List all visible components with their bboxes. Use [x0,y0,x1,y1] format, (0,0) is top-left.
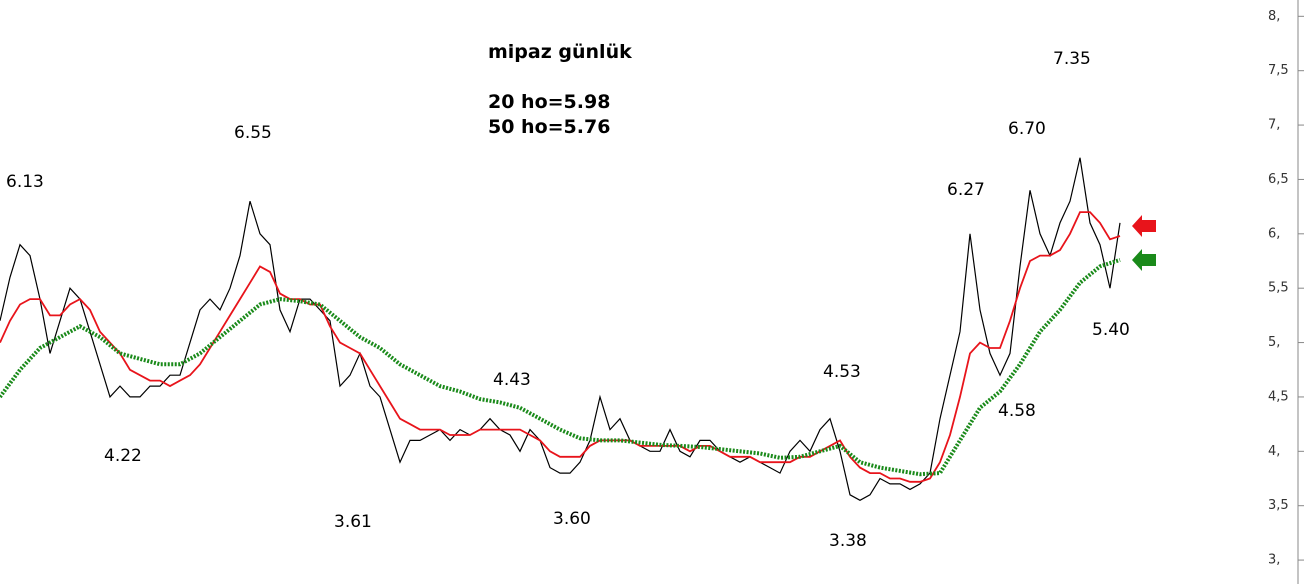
subtitle: 50 ho=5.76 [488,116,610,138]
y-tick-label: 4,5 [1268,389,1289,404]
y-tick-label: 4, [1268,444,1280,459]
y-tick-label: 5, [1268,335,1280,350]
annotation: 6.70 [1008,119,1046,139]
y-tick-label: 5,5 [1268,281,1289,296]
annotation: 4.22 [104,446,142,466]
y-tick-label: 6, [1268,226,1280,241]
y-tick-label: 8, [1268,9,1280,24]
annotation: 4.43 [493,370,531,390]
annotation: 7.35 [1053,49,1091,69]
price-line [0,157,1121,501]
annotation: 3.38 [829,531,867,551]
y-tick-label: 7,5 [1268,63,1289,78]
arrow-red [1132,215,1156,237]
chart-title: mipaz günlük [488,41,632,63]
annotation: 6.13 [6,172,44,192]
subtitle: 20 ho=5.98 [488,91,610,113]
annotation: 6.27 [947,180,985,200]
annotation: 3.61 [334,512,372,532]
y-tick-label: 6,5 [1268,172,1289,187]
annotation: 6.55 [234,123,272,143]
ma20-line [0,211,1121,483]
y-tick-label: 3, [1268,553,1280,568]
annotation: 4.53 [823,362,861,382]
annotation: 4.58 [998,401,1036,421]
annotation: 3.60 [553,509,591,529]
annotation: 5.40 [1092,320,1130,340]
y-tick-label: 3,5 [1268,498,1289,513]
arrow-green [1132,249,1156,271]
y-tick-label: 7, [1268,118,1280,133]
